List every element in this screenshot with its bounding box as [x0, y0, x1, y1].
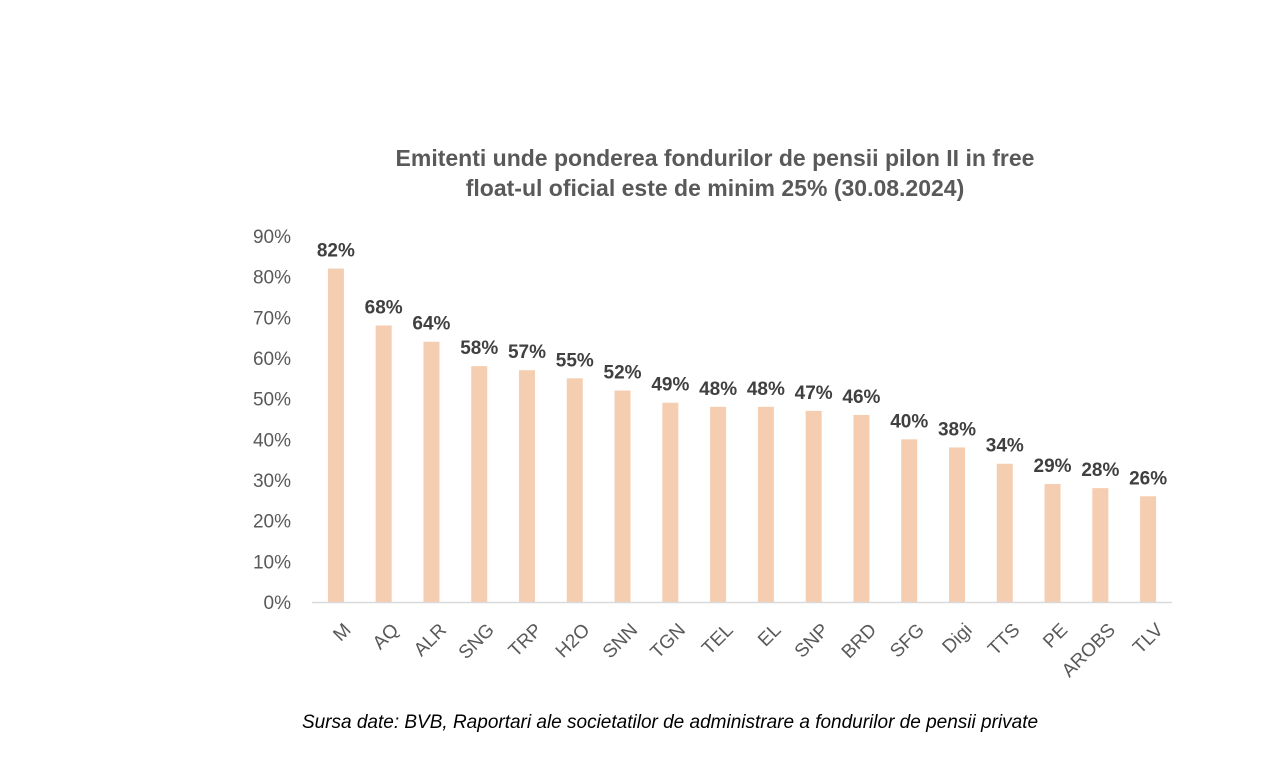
bar-m	[327, 268, 344, 602]
x-tick-label: TGN	[647, 620, 690, 663]
bar-trp	[519, 370, 535, 602]
data-label: 38%	[938, 419, 976, 440]
data-label: 46%	[842, 387, 880, 408]
bar-h2o	[566, 378, 583, 602]
data-label: 47%	[795, 383, 833, 404]
bar-tts	[996, 463, 1013, 602]
bar-digi	[949, 447, 965, 602]
bar-brd	[853, 414, 870, 602]
x-tick-label: SFG	[886, 620, 928, 662]
data-label: 34%	[986, 436, 1024, 457]
bar-sfg	[901, 439, 918, 602]
bar-aq	[375, 325, 392, 602]
bar-snn	[614, 390, 631, 602]
data-label: 82%	[317, 241, 355, 262]
data-label: 55%	[556, 350, 594, 371]
data-label: 26%	[1129, 468, 1167, 489]
data-label: 29%	[1034, 456, 1072, 477]
y-tick-label: 70%	[253, 308, 291, 329]
data-labels: 82% 68% 64% 58% 57% 55% 52% 49% 48% 48% 47% 46% 40% 3…	[317, 241, 1167, 490]
y-tick-label: 50%	[253, 390, 291, 411]
x-tick-label: M	[329, 620, 355, 646]
bar-snp	[805, 410, 822, 602]
x-tick-label: H2O	[552, 620, 594, 662]
data-label: 49%	[651, 375, 689, 396]
data-label: 48%	[699, 379, 737, 400]
data-label: 28%	[1081, 460, 1119, 481]
data-label: 68%	[365, 297, 403, 318]
y-tick-label: 60%	[253, 349, 291, 370]
y-axis: 0% 10% 20% 30% 40% 50% 60% 70% 80% 90%	[253, 227, 291, 614]
data-label: 58%	[460, 338, 498, 359]
chart-title-line-1: Emitenti unde ponderea fondurilor de pen…	[396, 145, 1035, 171]
x-tick-label: ALR	[410, 620, 451, 661]
x-tick-label: BRD	[838, 620, 881, 663]
bar-arobs	[1092, 488, 1109, 602]
y-tick-label: 0%	[264, 593, 292, 614]
chart-title: Emitenti unde ponderea fondurilor de pen…	[396, 145, 1035, 201]
bar-tgn	[662, 402, 679, 602]
chart-title-line-2: float-ul oficial este de minim 25% (30.0…	[466, 175, 965, 201]
data-label: 40%	[890, 411, 928, 432]
bar-pe	[1044, 484, 1061, 602]
data-label: 52%	[604, 363, 642, 384]
data-label: 57%	[508, 342, 546, 363]
y-tick-label: 90%	[253, 227, 291, 248]
y-tick-label: 80%	[253, 268, 291, 289]
x-tick-label: SNN	[599, 620, 642, 663]
x-axis: M AQ ALR SNG TRP H2O SNN TGN TEL EL SNP BRD SFG Digi T…	[312, 601, 1172, 682]
x-tick-label: TEL	[698, 620, 737, 659]
x-tick-label: AROBS	[1058, 620, 1120, 682]
x-tick-label: EL	[754, 620, 785, 651]
x-tick-label: PE	[1039, 620, 1072, 653]
x-tick-label: TRP	[505, 620, 547, 662]
x-tick-label: TLV	[1129, 620, 1168, 659]
x-tick-label: SNG	[455, 620, 499, 664]
bar-tel	[710, 406, 727, 602]
bar-sng	[471, 366, 488, 602]
source-note: Sursa date: BVB, Raportari ale societati…	[301, 712, 1039, 733]
y-tick-label: 30%	[253, 471, 291, 492]
bars	[327, 268, 1157, 602]
x-tick-label: SNP	[791, 620, 833, 662]
data-label: 48%	[747, 379, 785, 400]
bar-alr	[423, 341, 440, 602]
x-tick-label: TTS	[984, 620, 1024, 660]
bar-el	[757, 406, 774, 602]
bar-tlv	[1140, 496, 1157, 602]
data-label: 64%	[412, 314, 450, 335]
x-tick-label: AQ	[369, 620, 403, 654]
y-tick-label: 40%	[253, 430, 291, 451]
y-tick-label: 10%	[253, 552, 291, 573]
x-tick-label: Digi	[939, 620, 977, 658]
y-tick-label: 20%	[253, 512, 291, 533]
